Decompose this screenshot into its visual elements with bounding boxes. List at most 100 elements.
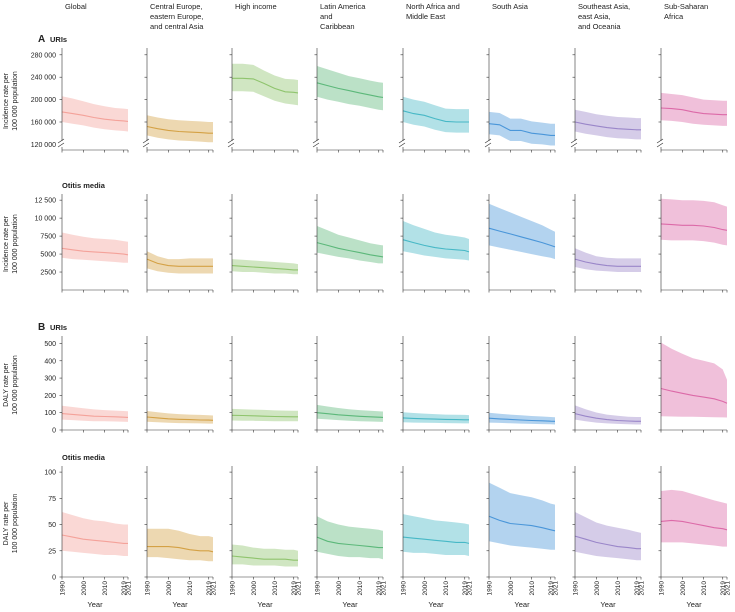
uncertainty-band [575, 512, 641, 561]
axis-break-mark [57, 138, 65, 144]
uncertainty-band [147, 528, 213, 562]
region-header-latin-america-and-caribbean: Latin America [320, 2, 366, 11]
axis-break-mark [484, 142, 492, 148]
y-tick-label: 12 500 [35, 198, 57, 205]
y-tick-label: 400 [44, 358, 56, 365]
x-tick-label: 2019 [206, 581, 213, 596]
x-tick-label: 1990 [573, 581, 580, 596]
x-axis-label: Year [172, 600, 188, 609]
panel-title: Otitis media [62, 181, 106, 190]
series-global [59, 336, 129, 433]
mean-line [146, 416, 214, 421]
mean-line [488, 515, 556, 532]
uncertainty-band [62, 96, 128, 132]
x-tick-label: 2021 [211, 581, 218, 596]
uncertainty-band [575, 109, 641, 140]
x-tick-label: 2000 [680, 581, 687, 596]
mean-line [402, 110, 469, 123]
y-tick-label: 100 [44, 410, 56, 417]
y-tick-label: 280 000 [31, 52, 56, 59]
mean-line [147, 546, 214, 553]
x-axis-label: Year [686, 600, 702, 609]
mean-line [232, 77, 299, 94]
series-north-africa-and-middle-east [400, 336, 470, 433]
y-tick-label: 2500 [40, 270, 56, 277]
panel-letter: B [38, 322, 45, 333]
x-axis-label: Year [428, 600, 444, 609]
y-tick-label: 120 000 [31, 142, 56, 149]
series-high-income [229, 194, 299, 293]
region-header-global: Global [65, 2, 87, 11]
axis-break-mark [142, 138, 150, 144]
series-south-asia [486, 336, 556, 433]
axis-break-mark [570, 138, 578, 144]
y-tick-label: 300 [44, 376, 56, 383]
mean-line [61, 247, 129, 256]
y-tick-label: 100 [44, 470, 56, 477]
uncertainty-band [232, 544, 298, 567]
y-tick-label: 160 000 [31, 120, 56, 127]
y-tick-label: 240 000 [31, 75, 56, 82]
x-tick-label: 2019 [121, 581, 128, 596]
uncertainty-band [489, 203, 555, 260]
x-tick-label: 1990 [60, 581, 67, 596]
mean-line [402, 536, 470, 544]
series-sub-saharan-africa [658, 336, 728, 433]
axis-break-mark [656, 138, 664, 144]
mean-line [574, 121, 641, 131]
y-axis-label: 100 000 population [12, 355, 19, 415]
axis-break-mark [227, 138, 235, 144]
axis-break-mark [227, 142, 235, 148]
mean-line [231, 555, 298, 561]
uncertainty-band [147, 411, 213, 424]
uncertainty-band [661, 342, 727, 418]
y-tick-label: 200 [44, 393, 56, 400]
series-central-europe-eastern-europe-and-central-asia [144, 336, 214, 433]
uncertainty-band [489, 482, 555, 550]
x-tick-label: 2021 [725, 581, 732, 596]
y-tick-label: 25 [48, 548, 56, 555]
series-sub-saharan-africa [656, 48, 728, 153]
y-axis-label: DALY rate per [3, 362, 10, 406]
x-tick-label: 1990 [145, 581, 152, 596]
x-axis-label: Year [342, 600, 358, 609]
x-axis-label: Year [87, 600, 103, 609]
x-tick-label: 2010 [615, 581, 622, 596]
mean-line [231, 414, 298, 418]
series-north-africa-and-middle-east [400, 194, 470, 293]
series-south-asia [484, 48, 556, 153]
uncertainty-band [403, 514, 469, 556]
region-header-central-europe-eastern-europe-and-central-asia: Central Europe, [150, 2, 203, 11]
uncertainty-band [317, 66, 383, 111]
y-tick-label: 500 [44, 341, 56, 348]
region-header-latin-america-and-caribbean: Caribbean [320, 22, 355, 31]
y-axis-label: 100 000 population [12, 494, 19, 554]
mean-line [316, 536, 383, 549]
mean-line [660, 107, 727, 116]
region-header-latin-america-and-caribbean: and [320, 12, 333, 21]
series-north-africa-and-middle-east [398, 48, 470, 153]
y-tick-label: 0 [52, 428, 56, 435]
mean-line [146, 258, 213, 267]
series-central-europe-eastern-europe-and-central-asia [144, 194, 214, 293]
uncertainty-band [62, 405, 128, 422]
x-tick-label: 2019 [462, 581, 469, 596]
mean-line [316, 82, 384, 98]
mean-line [146, 125, 213, 134]
x-tick-label: 2021 [126, 581, 133, 596]
series-southeast-asia-east-asia-and-oceania [570, 48, 642, 153]
x-tick-label: 2019 [548, 581, 555, 596]
mean-line [574, 258, 641, 267]
y-axis-label: 100 000 population [12, 71, 19, 131]
axis-break-mark [142, 142, 150, 148]
uncertainty-band [489, 412, 555, 425]
axis-break-mark [484, 138, 492, 144]
